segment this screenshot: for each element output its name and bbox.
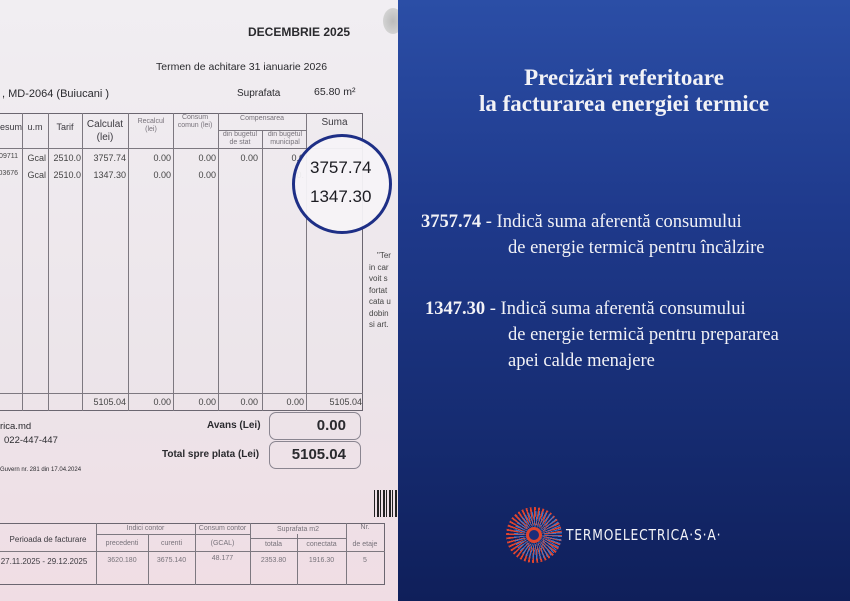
header-curent: curenti: [160, 540, 182, 547]
cell: 1347.30: [93, 170, 126, 180]
website: rica.md: [0, 421, 32, 432]
total-label: Total spre plata (Lei): [162, 449, 260, 460]
dash: -: [485, 299, 501, 319]
header-totala: totala: [264, 541, 283, 548]
cell: Gcal: [27, 153, 46, 163]
cell: 09711: [0, 153, 18, 160]
cell: 0.00: [198, 397, 216, 407]
header-precedent: precedenti: [105, 540, 139, 547]
phone: 022-447-447: [4, 435, 58, 446]
invoice-month: DECEMBRIE 2025: [248, 25, 351, 39]
area-label: Suprafata: [237, 88, 281, 99]
cell: 3620.180: [107, 557, 137, 564]
header-gcal: (GCAL): [210, 540, 235, 547]
header-calculat: Calculat (lei): [86, 119, 124, 143]
total-value: 5105.04: [269, 441, 361, 469]
note-line: in car: [369, 262, 389, 272]
note-line: voit s: [369, 274, 388, 283]
logo-stamp: [383, 8, 398, 34]
header-buget-municipal: din bugetul municipal: [267, 131, 303, 146]
panel-title-line2: la facturarea energiei termice: [478, 91, 770, 116]
line: Indică suma aferentă consumului: [500, 299, 746, 319]
meter-table: [0, 523, 385, 585]
barcode: [374, 490, 398, 517]
cell: 27.11.2025 - 29.12.2025: [0, 557, 88, 566]
explanation-panel: Precizări referitoare la facturarea ener…: [398, 0, 850, 601]
panel-title-line1: Precizări referitoare: [524, 65, 724, 90]
cell: 0.00: [240, 153, 258, 163]
line: Indică suma aferentă consumului: [496, 212, 742, 232]
cell: 48.177: [211, 555, 234, 562]
cell: 0.00: [240, 397, 258, 407]
side-note: "Ter in car voit s fortat cata u dobin s…: [369, 250, 391, 331]
header-consum: esum: [0, 122, 23, 132]
header-consum-contor: Consum contor: [198, 525, 247, 532]
line: de energie termică pentru încălzire: [508, 238, 765, 258]
note-line: dobin: [369, 308, 389, 318]
header-buget-stat: din bugetul de stat: [222, 131, 258, 146]
avans-label: Avans (Lei): [207, 420, 261, 431]
cell: 0.00: [153, 397, 171, 407]
amount: 3757.74: [421, 212, 482, 232]
header-compensarea: Compensarea: [240, 115, 284, 122]
header-tarif: Tarif: [56, 122, 74, 132]
cell: 1916.30: [308, 557, 335, 564]
cell: 3757.74: [93, 153, 126, 163]
logo-text: TERMOELECTRICA·S·A·: [566, 526, 722, 544]
header-suprafata: Suprafata m2: [276, 526, 320, 533]
highlight-circle: [292, 134, 392, 234]
note-line: cata u: [369, 297, 391, 306]
header-um: u.m: [27, 122, 43, 132]
header-indici: Indici contor: [126, 525, 165, 532]
header-recalcul: Recalcul (lei): [137, 118, 165, 133]
header-nr: Nr.: [360, 524, 370, 531]
cell: 0.00: [153, 153, 171, 163]
due-date: Termen de achitare 31 ianuarie 2026: [156, 61, 328, 73]
termoelectrica-logo: TERMOELECTRICA·S·A·: [506, 507, 746, 563]
cell: 5: [363, 557, 367, 564]
header-consum-comun: Consum comun (lei): [177, 114, 213, 129]
cell: 5105.04: [329, 397, 362, 407]
line: de energie termică pentru prepararea: [508, 325, 779, 345]
amount: 1347.30: [425, 299, 486, 319]
note-line: "Ter: [377, 251, 391, 260]
line: apei calde menajere: [508, 351, 655, 371]
cell: 5105.04: [93, 397, 126, 407]
charges-table: [0, 113, 363, 411]
cell: 03676: [0, 170, 18, 177]
cell: 3675.140: [156, 557, 187, 564]
cell: 2510.0: [53, 153, 81, 163]
address: , MD-2064 (Buiucani ): [2, 88, 109, 100]
cell: 2353.80: [260, 557, 287, 564]
header-period: Perioada de facturare: [9, 535, 87, 544]
circled-amount-heating: 3757.74: [310, 158, 372, 177]
area-value: 65.80 m²: [314, 86, 356, 98]
decree: Guvern nr. 281 din 17.04.2024: [0, 467, 82, 473]
header-suma: Suma: [321, 117, 348, 128]
sunburst-core: [526, 527, 542, 543]
cell: 0.00: [153, 170, 171, 180]
dash: -: [481, 212, 497, 232]
cell: 0.00: [198, 153, 216, 163]
cell: 2510.0: [53, 170, 81, 180]
circled-amount-hot-water: 1347.30: [310, 187, 372, 206]
header-etaje: de etaje: [352, 541, 378, 548]
cell: Gcal: [27, 170, 46, 180]
note-line: fortat: [369, 285, 388, 295]
avans-value: 0.00: [269, 412, 361, 440]
cell: 0.00: [198, 170, 216, 180]
header-conectata: conectata: [306, 541, 337, 548]
cell: 0.00: [286, 397, 304, 407]
note-line: si art.: [369, 320, 389, 329]
invoice-photo: DECEMBRIE 2025 Termen de achitare 31 ian…: [0, 0, 398, 601]
